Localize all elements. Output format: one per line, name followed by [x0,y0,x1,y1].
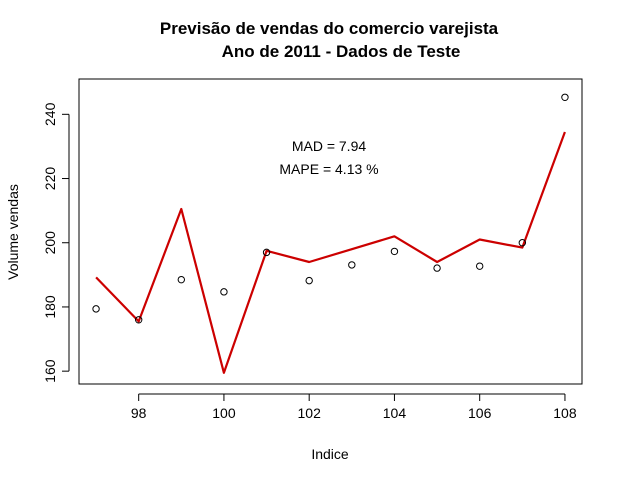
data-point [305,276,313,285]
x-axis-label: Indice [311,446,349,462]
y-tick-label: 220 [42,167,58,191]
x-tick-label: 102 [298,405,322,421]
data-point [348,261,356,269]
data-point [177,275,186,284]
y-tick-label: 240 [42,102,58,126]
data-point [390,247,399,256]
x-tick-label: 108 [553,405,577,421]
x-tick-label: 98 [131,405,147,421]
y-tick-label: 160 [42,359,58,383]
forecast-series [95,131,566,374]
x-tick-label: 100 [212,405,236,421]
y-axis: 160 180 200 220 240 [42,102,70,383]
data-point [220,288,228,296]
data-point [92,305,100,313]
y-tick-label: 200 [42,231,58,255]
data-point [561,93,569,102]
y-tick-label: 180 [42,295,58,319]
x-axis: 98 100 102 104 106 108 [131,393,577,421]
data-point [262,248,271,257]
forecast-line [95,131,566,374]
data-point [134,316,143,324]
y-axis-label: Volume vendas [5,184,21,280]
x-tick-label: 106 [468,405,492,421]
actual-series [92,93,569,324]
chart-title: Previsão de vendas do comercio varejista [160,19,499,38]
chart-subtitle: Ano de 2011 - Dados de Teste [222,42,461,61]
plot-frame [78,78,583,385]
annotation-mad: MAD = 7.94 [292,138,367,154]
annotation-mape: MAPE = 4.13 % [279,161,378,177]
data-point [518,239,527,247]
x-tick-label: 104 [383,405,407,421]
data-point [475,262,484,270]
data-point [433,264,441,272]
